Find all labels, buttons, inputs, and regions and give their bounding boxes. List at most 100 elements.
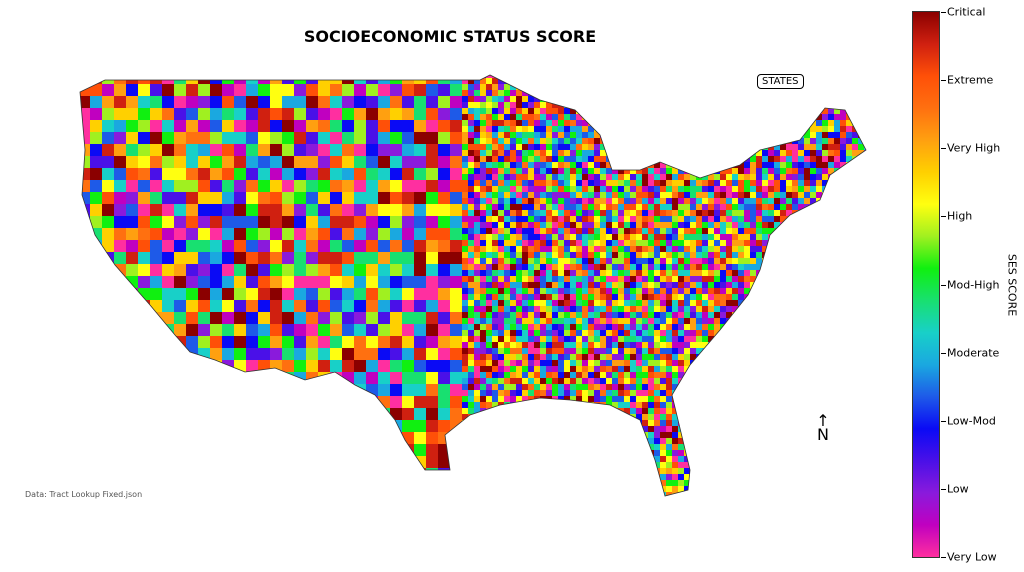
tract-cell bbox=[210, 168, 222, 180]
tract-cell bbox=[534, 360, 540, 366]
tract-cell bbox=[342, 444, 354, 456]
tract-cell bbox=[678, 204, 684, 210]
tract-cell bbox=[582, 156, 588, 162]
tract-cell bbox=[222, 324, 234, 336]
tract-cell bbox=[174, 132, 186, 144]
tract-cell bbox=[402, 204, 414, 216]
tract-cell bbox=[198, 432, 210, 444]
tract-cell bbox=[366, 396, 378, 408]
tract-cell bbox=[660, 252, 666, 258]
tract-cell bbox=[582, 492, 588, 496]
tract-cell bbox=[234, 204, 246, 216]
tract-cell bbox=[402, 312, 414, 324]
tract-cell bbox=[462, 138, 468, 144]
tract-cell bbox=[540, 288, 546, 294]
tract-cell bbox=[720, 336, 726, 342]
tract-cell bbox=[696, 270, 702, 276]
tract-cell bbox=[438, 252, 450, 264]
tract-cell bbox=[690, 228, 696, 234]
tract-cell bbox=[150, 444, 162, 456]
tract-cell bbox=[150, 216, 162, 228]
tract-cell bbox=[702, 360, 708, 366]
tract-cell bbox=[474, 222, 480, 228]
tract-cell bbox=[762, 180, 768, 186]
tract-cell bbox=[630, 102, 636, 108]
tract-cell bbox=[612, 264, 618, 270]
tract-cell bbox=[414, 480, 426, 492]
tract-cell bbox=[768, 444, 774, 450]
tract-cell bbox=[690, 138, 696, 144]
tract-cell bbox=[438, 348, 450, 360]
tract-cell bbox=[618, 246, 624, 252]
tract-cell bbox=[618, 252, 624, 258]
tract-cell bbox=[594, 456, 600, 462]
tract-cell bbox=[570, 198, 576, 204]
tract-cell bbox=[546, 318, 552, 324]
tract-cell bbox=[726, 174, 732, 180]
tract-cell bbox=[768, 90, 774, 96]
tract-cell bbox=[138, 324, 150, 336]
tract-cell bbox=[558, 210, 564, 216]
tract-cell bbox=[480, 228, 486, 234]
tract-cell bbox=[282, 384, 294, 396]
tract-cell bbox=[594, 264, 600, 270]
tract-cell bbox=[570, 468, 576, 474]
tract-cell bbox=[714, 348, 720, 354]
tract-cell bbox=[600, 378, 606, 384]
tract-cell bbox=[474, 228, 480, 234]
tract-cell bbox=[486, 378, 492, 384]
tract-cell bbox=[660, 462, 666, 468]
tract-cell bbox=[684, 90, 690, 96]
tract-cell bbox=[366, 228, 378, 240]
tract-cell bbox=[672, 408, 678, 414]
tract-cell bbox=[696, 198, 702, 204]
tract-cell bbox=[462, 324, 468, 330]
tract-cell bbox=[594, 258, 600, 264]
tract-cell bbox=[720, 408, 726, 414]
tract-cell bbox=[612, 378, 618, 384]
tract-cell bbox=[492, 318, 498, 324]
tract-cell bbox=[660, 366, 666, 372]
tract-cell bbox=[540, 132, 546, 138]
tract-cell bbox=[330, 432, 342, 444]
tract-cell bbox=[498, 96, 504, 102]
tract-cell bbox=[762, 204, 768, 210]
tract-cell bbox=[576, 318, 582, 324]
tract-cell bbox=[762, 336, 768, 342]
tract-cell bbox=[576, 438, 582, 444]
tract-cell bbox=[492, 144, 498, 150]
tract-cell bbox=[678, 438, 684, 444]
tract-cell bbox=[666, 426, 672, 432]
tract-cell bbox=[588, 114, 594, 120]
tract-cell bbox=[492, 192, 498, 198]
tract-cell bbox=[588, 75, 594, 78]
tract-cell bbox=[318, 384, 330, 396]
tract-cell bbox=[402, 468, 414, 480]
tract-cell bbox=[540, 90, 546, 96]
tract-cell bbox=[534, 270, 540, 276]
tract-cell bbox=[186, 408, 198, 420]
tract-cell bbox=[750, 228, 756, 234]
tract-cell bbox=[510, 336, 516, 342]
tract-cell bbox=[576, 354, 582, 360]
tract-cell bbox=[678, 156, 684, 162]
tract-cell bbox=[642, 96, 648, 102]
tract-cell bbox=[462, 126, 468, 132]
tract-cell bbox=[528, 84, 534, 90]
tract-cell bbox=[756, 312, 762, 318]
tract-cell bbox=[624, 426, 630, 432]
tract-cell bbox=[774, 126, 780, 132]
tract-cell bbox=[636, 78, 642, 84]
tract-cell bbox=[690, 162, 696, 168]
tract-cell bbox=[576, 252, 582, 258]
tract-cell bbox=[498, 186, 504, 192]
tract-cell bbox=[246, 300, 258, 312]
tract-cell bbox=[450, 360, 462, 372]
tract-cell bbox=[534, 120, 540, 126]
tract-cell bbox=[744, 384, 750, 390]
tract-cell bbox=[678, 300, 684, 306]
tract-cell bbox=[492, 102, 498, 108]
tract-cell bbox=[750, 252, 756, 258]
tract-cell bbox=[726, 366, 732, 372]
tract-cell bbox=[414, 336, 426, 348]
